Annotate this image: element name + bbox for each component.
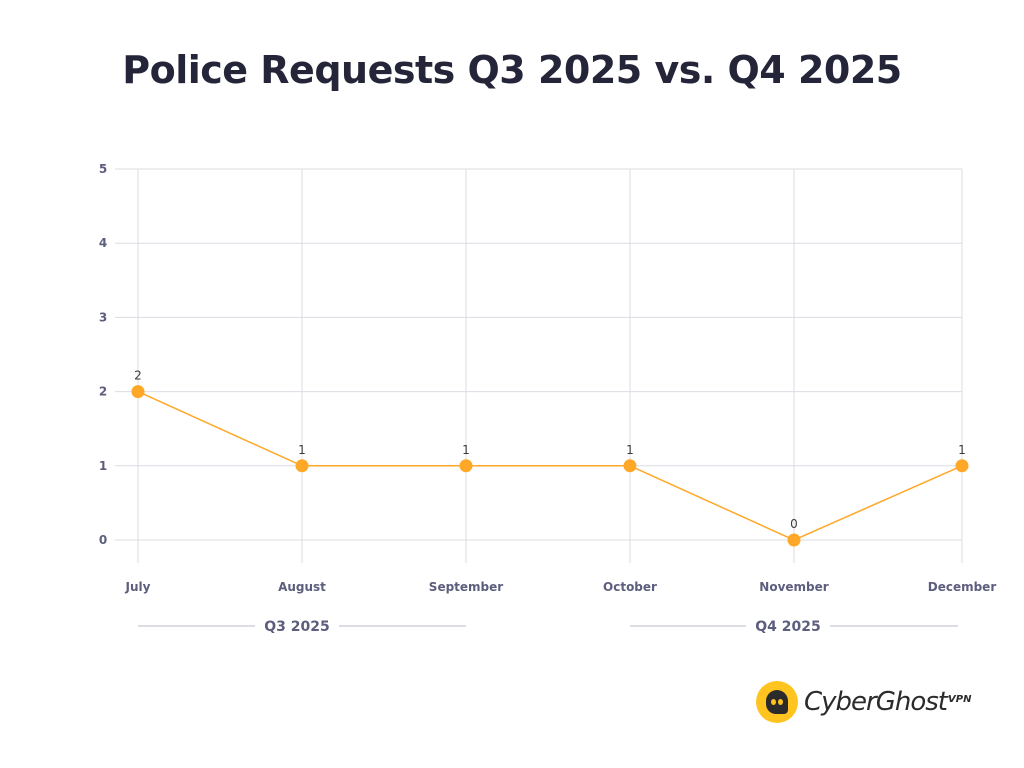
y-tick-label: 1 xyxy=(99,459,107,473)
y-tick-label: 2 xyxy=(99,385,107,399)
y-tick-label: 3 xyxy=(99,310,107,324)
data-points xyxy=(131,385,969,547)
x-tick-label: August xyxy=(278,580,326,594)
data-point xyxy=(623,459,637,473)
x-tick-label: September xyxy=(429,580,503,594)
series-line-0 xyxy=(137,390,963,541)
horizontal-gridlines xyxy=(115,168,962,541)
group-label: Q4 2025 xyxy=(755,619,820,635)
logo-wordmark: CyberGhost xyxy=(804,687,948,717)
x-tick-label: December xyxy=(928,580,997,594)
data-labels: 2 1 1 1 0 1 xyxy=(134,369,966,531)
data-label: 1 xyxy=(462,443,470,457)
ghost-icon xyxy=(756,681,798,723)
data-point xyxy=(131,385,145,399)
x-tick-label: October xyxy=(603,580,657,594)
data-point xyxy=(295,459,309,473)
logo-suffix: VPN xyxy=(948,693,972,705)
data-point xyxy=(787,533,801,547)
quarter-groups: Q3 2025 Q4 2025 xyxy=(138,619,958,635)
data-label: 2 xyxy=(134,369,142,383)
vertical-gridlines xyxy=(137,169,963,563)
data-label: 0 xyxy=(790,517,798,531)
x-tick-label: November xyxy=(759,580,828,594)
data-label: 1 xyxy=(298,443,306,457)
data-label: 1 xyxy=(626,443,634,457)
series-line xyxy=(137,390,963,541)
y-tick-label: 4 xyxy=(99,236,107,250)
y-tick-label: 5 xyxy=(99,162,107,176)
chart-title: Police Requests Q3 2025 vs. Q4 2025 xyxy=(122,48,902,92)
data-point xyxy=(459,459,473,473)
cyberghost-logo: CyberGhost VPN xyxy=(756,681,971,723)
group-label: Q3 2025 xyxy=(264,619,329,635)
data-point xyxy=(955,459,969,473)
x-tick-label: July xyxy=(125,580,151,594)
y-tick-label: 0 xyxy=(99,533,107,547)
y-axis-ticks: 0 1 2 3 4 5 xyxy=(99,162,107,547)
line-chart: 0 1 2 3 4 5 July August September October Novembe… xyxy=(99,162,997,635)
data-label: 1 xyxy=(958,443,966,457)
x-axis-ticks: July August September October November Decemb… xyxy=(125,580,997,594)
